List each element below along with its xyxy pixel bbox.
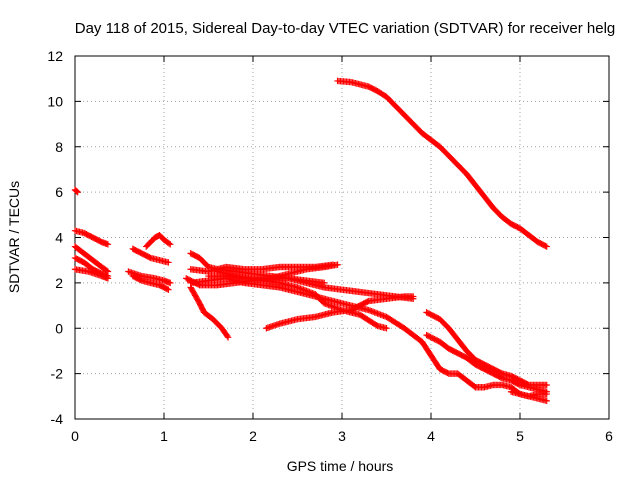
- data-point: [543, 397, 550, 405]
- data-point: [167, 241, 174, 248]
- series-s18: [334, 77, 550, 250]
- y-tick-label: 4: [55, 230, 63, 246]
- series-s7: [129, 245, 172, 266]
- data-point: [334, 261, 341, 268]
- y-tick-label: 12: [47, 48, 63, 64]
- data-point: [165, 259, 172, 266]
- series-s5: [71, 186, 81, 196]
- tick-layer: [74, 55, 610, 420]
- data-point: [104, 275, 112, 282]
- y-tick-label: 8: [55, 139, 63, 155]
- x-tick-label: 1: [160, 428, 168, 444]
- data-point: [163, 285, 171, 293]
- series-s12: [187, 284, 232, 341]
- data-point: [104, 241, 112, 248]
- series-s20: [423, 331, 550, 395]
- x-tick-label: 5: [516, 428, 524, 444]
- data-point: [383, 325, 390, 332]
- data-point: [146, 254, 153, 261]
- series-s8: [143, 232, 174, 250]
- data-point: [497, 374, 505, 381]
- y-tick-label: 2: [55, 275, 63, 291]
- x-axis-label: GPS time / hours: [287, 458, 394, 474]
- series-s21: [507, 388, 550, 405]
- data-point: [373, 321, 380, 329]
- y-axis-label: SDTVAR / TECUs: [6, 181, 22, 293]
- data-point: [543, 243, 550, 250]
- data-layer: [71, 77, 550, 405]
- y-tick-label: -2: [51, 366, 64, 382]
- chart-title: Day 118 of 2015, Sidereal Day-to-day VTE…: [75, 20, 616, 37]
- data-point: [74, 188, 81, 196]
- data-point: [543, 388, 550, 395]
- y-tick-label: -4: [51, 411, 64, 427]
- y-tick-label: 6: [55, 184, 63, 200]
- x-tick-label: 3: [338, 428, 346, 444]
- x-tick-label: 2: [249, 428, 257, 444]
- data-point: [543, 381, 550, 389]
- data-point: [224, 334, 232, 341]
- x-tick-label: 4: [427, 428, 435, 444]
- series-s17: [263, 293, 417, 332]
- data-point: [167, 279, 174, 287]
- series-s2: [71, 243, 112, 275]
- data-point: [165, 286, 172, 293]
- data-point: [410, 293, 417, 300]
- x-tick-label: 0: [71, 428, 79, 444]
- y-tick-label: 10: [47, 93, 63, 109]
- series-s16: [214, 268, 417, 302]
- data-point: [542, 242, 549, 250]
- y-tick-label: 0: [55, 320, 63, 336]
- series-s9: [125, 268, 174, 287]
- data-point: [444, 369, 451, 377]
- data-point: [223, 332, 231, 340]
- data-point: [165, 240, 173, 247]
- x-tick-label: 6: [605, 428, 613, 444]
- series-s4: [71, 266, 112, 282]
- data-point: [364, 298, 371, 305]
- data-point: [515, 381, 522, 388]
- series-s1: [71, 227, 112, 248]
- data-point: [73, 188, 80, 195]
